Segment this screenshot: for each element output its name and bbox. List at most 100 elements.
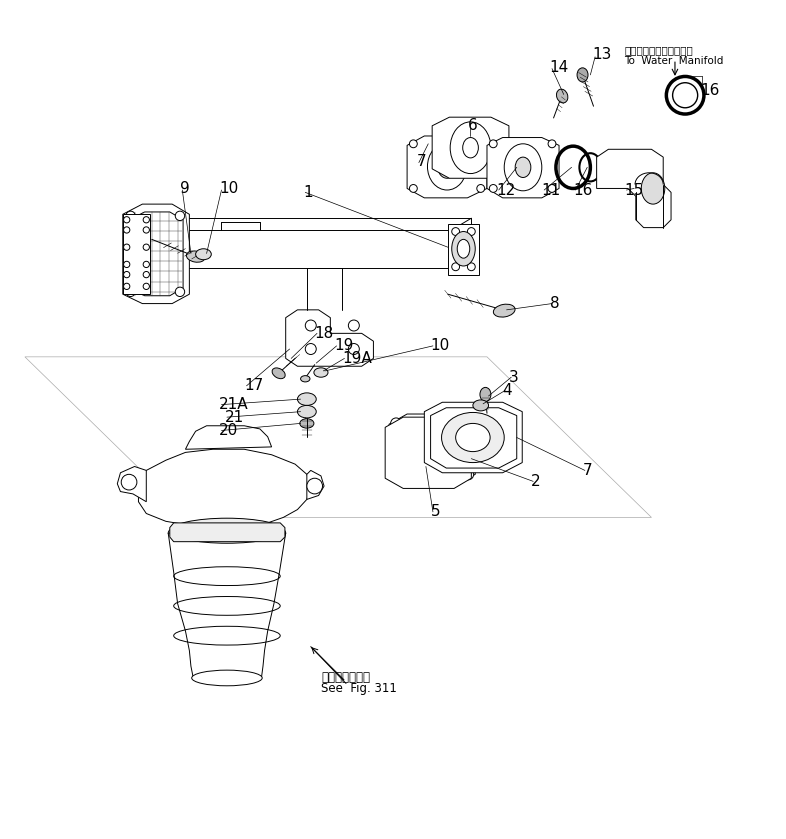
Text: 7: 7	[582, 463, 592, 478]
Circle shape	[175, 211, 185, 221]
Ellipse shape	[457, 239, 470, 258]
Circle shape	[305, 343, 316, 355]
Text: 4: 4	[503, 383, 512, 398]
Circle shape	[391, 418, 402, 429]
Circle shape	[143, 261, 149, 268]
Polygon shape	[168, 533, 285, 678]
Circle shape	[468, 227, 476, 236]
Ellipse shape	[438, 154, 457, 178]
Circle shape	[126, 211, 135, 221]
Circle shape	[490, 140, 498, 148]
Ellipse shape	[456, 424, 490, 451]
Ellipse shape	[577, 68, 588, 82]
Text: 3: 3	[509, 370, 519, 385]
Ellipse shape	[297, 393, 316, 405]
Ellipse shape	[196, 248, 211, 260]
Polygon shape	[129, 212, 183, 296]
Ellipse shape	[186, 251, 205, 263]
Polygon shape	[389, 414, 476, 484]
Circle shape	[463, 469, 474, 480]
Ellipse shape	[168, 519, 285, 547]
Text: ウォータマニホールドへ: ウォータマニホールドへ	[624, 44, 692, 55]
Text: 21: 21	[225, 409, 244, 425]
Circle shape	[548, 140, 556, 148]
Circle shape	[305, 320, 316, 331]
Circle shape	[123, 216, 130, 223]
Polygon shape	[432, 117, 509, 178]
Circle shape	[143, 216, 149, 223]
Circle shape	[463, 418, 474, 429]
Polygon shape	[307, 471, 324, 499]
Ellipse shape	[428, 143, 467, 190]
Text: 8: 8	[549, 296, 560, 311]
Ellipse shape	[442, 413, 504, 462]
Ellipse shape	[297, 405, 316, 418]
Ellipse shape	[556, 89, 567, 103]
Text: 第３１１図参照: 第３１１図参照	[321, 671, 370, 685]
Text: 10: 10	[431, 338, 450, 353]
Circle shape	[391, 444, 402, 455]
Circle shape	[126, 287, 135, 296]
Circle shape	[463, 444, 474, 455]
Circle shape	[477, 140, 485, 148]
Ellipse shape	[171, 519, 283, 543]
Circle shape	[410, 140, 417, 148]
Circle shape	[123, 284, 130, 289]
Text: 20: 20	[219, 423, 238, 438]
Circle shape	[452, 227, 460, 236]
Circle shape	[307, 478, 322, 494]
Circle shape	[143, 227, 149, 233]
Ellipse shape	[272, 368, 285, 378]
Ellipse shape	[494, 305, 515, 317]
Ellipse shape	[174, 521, 281, 545]
Circle shape	[348, 320, 359, 331]
Polygon shape	[448, 224, 479, 274]
Text: 6: 6	[468, 118, 477, 133]
Circle shape	[143, 284, 149, 289]
Circle shape	[477, 185, 485, 192]
Polygon shape	[431, 408, 516, 468]
Text: 1: 1	[303, 185, 313, 200]
Ellipse shape	[410, 432, 454, 466]
Circle shape	[121, 474, 137, 490]
Polygon shape	[385, 417, 472, 488]
Text: 10: 10	[219, 181, 238, 196]
Polygon shape	[117, 466, 146, 502]
Text: 19: 19	[334, 338, 354, 353]
Circle shape	[348, 343, 359, 355]
Circle shape	[452, 263, 460, 271]
Text: 13: 13	[593, 47, 612, 62]
Polygon shape	[123, 214, 150, 294]
Circle shape	[123, 272, 130, 278]
Text: 14: 14	[549, 60, 569, 75]
Polygon shape	[487, 138, 559, 198]
Text: 21A: 21A	[219, 397, 248, 412]
Ellipse shape	[473, 400, 489, 411]
Text: 9: 9	[180, 181, 189, 196]
Circle shape	[143, 272, 149, 278]
Text: 16: 16	[573, 183, 593, 197]
Polygon shape	[185, 425, 272, 449]
Text: 5: 5	[431, 504, 440, 519]
Polygon shape	[597, 149, 671, 227]
Ellipse shape	[393, 418, 472, 481]
Circle shape	[123, 244, 130, 250]
Text: 11: 11	[542, 183, 561, 197]
Text: 7: 7	[417, 154, 426, 169]
Text: To  Water  Manifold: To Water Manifold	[624, 55, 723, 65]
Polygon shape	[407, 136, 487, 198]
Text: 2: 2	[531, 474, 541, 489]
Polygon shape	[138, 449, 310, 526]
Ellipse shape	[450, 122, 491, 174]
Ellipse shape	[452, 232, 476, 266]
Circle shape	[123, 227, 130, 233]
Circle shape	[175, 287, 185, 296]
Text: 15: 15	[624, 183, 643, 197]
Ellipse shape	[300, 376, 310, 382]
Text: 12: 12	[497, 183, 516, 197]
Polygon shape	[170, 523, 285, 542]
Polygon shape	[285, 310, 373, 367]
Polygon shape	[424, 402, 522, 472]
Circle shape	[548, 185, 556, 192]
Text: 16: 16	[700, 83, 719, 98]
